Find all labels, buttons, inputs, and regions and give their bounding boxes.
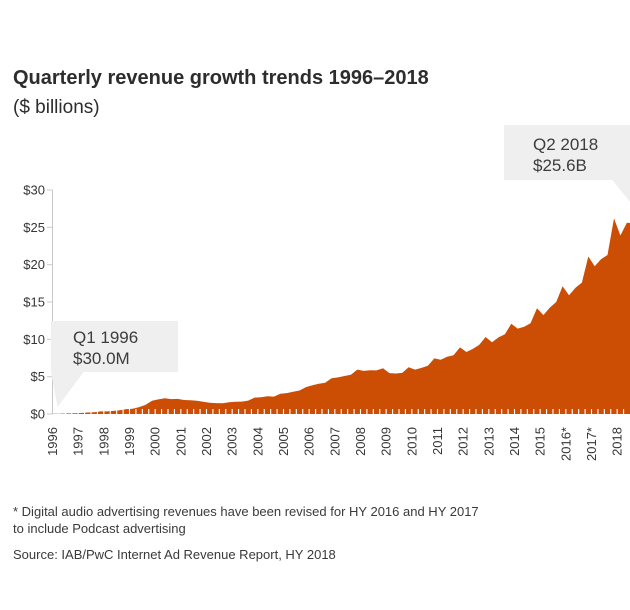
x-year-label: 2001	[173, 427, 188, 456]
x-year-label: 2007	[327, 427, 342, 456]
x-year-label: 1997	[71, 427, 86, 456]
callout-q1-1996-value: $30.0M	[73, 349, 130, 368]
x-year-label: 1998	[96, 427, 111, 456]
callout-q1-1996: Q1 1996 $30.0M	[51, 321, 178, 372]
y-tick-label: $30	[23, 183, 45, 198]
y-tick-label: $10	[23, 332, 45, 347]
x-year-label: 2006	[302, 427, 317, 456]
x-year-label: 2011	[430, 427, 445, 455]
x-year-label: 2008	[353, 427, 368, 456]
footnote: * Digital audio advertising revenues hav…	[13, 503, 479, 537]
page-subtitle: ($ billions)	[13, 97, 100, 118]
x-axis-labels: 1996 1997 1998 1999 2000 2001 2002 2003 2004 2005…	[45, 427, 625, 461]
quarter-ticks	[58, 409, 625, 415]
y-tick-label: $5	[31, 369, 45, 384]
x-year-label: 2002	[199, 427, 214, 456]
x-year-label: 2000	[148, 427, 163, 456]
x-year-label: 2012	[456, 427, 471, 456]
callout-q1-1996-label: Q1 1996	[73, 328, 139, 347]
footnote-line-1: * Digital audio advertising revenues hav…	[13, 504, 479, 519]
source-line: Source: IAB/PwC Internet Ad Revenue Repo…	[13, 547, 336, 562]
x-year-label: 2015	[533, 427, 548, 456]
callout-q2-2018-tail	[612, 179, 630, 202]
x-year-label: 2014	[507, 427, 522, 456]
x-year-label: 1996	[45, 427, 60, 456]
callout-q1-1996-tail	[51, 371, 84, 407]
x-year-label: 2004	[250, 427, 265, 456]
x-year-label: 2005	[276, 427, 291, 456]
page-title: Quarterly revenue growth trends 1996–201…	[13, 67, 429, 89]
x-year-label: 1999	[122, 427, 137, 456]
y-tick-label: $15	[23, 295, 45, 310]
y-tick-label: $20	[23, 257, 45, 272]
callout-q2-2018: Q2 2018 $25.6B	[504, 125, 630, 180]
x-year-label: 2013	[481, 427, 496, 456]
callout-q2-2018-value: $25.6B	[533, 156, 587, 175]
y-tick-label: $25	[23, 220, 45, 235]
x-year-label: 2018	[610, 427, 625, 456]
footnote-line-2: to include Podcast advertising	[13, 521, 186, 536]
y-tick-label: $0	[31, 407, 45, 422]
revenue-area	[52, 218, 630, 414]
x-year-label: 2003	[225, 427, 240, 456]
y-axis: $0 $5 $10 $15 $20 $25 $30	[23, 183, 53, 422]
x-year-label: 2016*	[558, 427, 573, 461]
x-year-label: 2010	[404, 427, 419, 456]
x-year-label: 2017*	[584, 427, 599, 461]
callout-q2-2018-label: Q2 2018	[533, 135, 599, 154]
x-year-label: 2009	[379, 427, 394, 456]
